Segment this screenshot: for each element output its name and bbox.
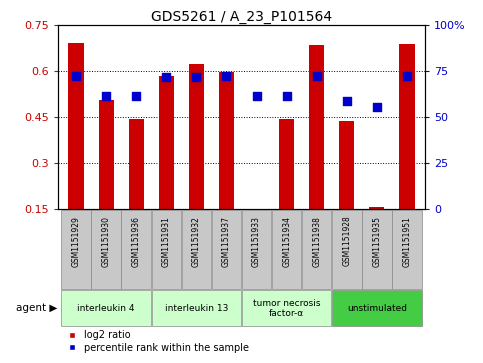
Bar	[69, 42, 84, 209]
Text: GSM1151929: GSM1151929	[71, 216, 81, 266]
FancyBboxPatch shape	[91, 210, 121, 289]
Point	[132, 93, 140, 99]
FancyBboxPatch shape	[332, 210, 362, 289]
FancyBboxPatch shape	[61, 290, 151, 326]
Text: tumor necrosis
factor-α: tumor necrosis factor-α	[253, 299, 320, 318]
Point	[283, 93, 290, 99]
Point	[72, 73, 80, 79]
Bar	[399, 44, 414, 209]
FancyBboxPatch shape	[302, 210, 331, 289]
Text: interleukin 13: interleukin 13	[165, 304, 228, 313]
Bar	[369, 207, 384, 209]
Text: GSM1151933: GSM1151933	[252, 216, 261, 267]
Bar	[219, 72, 234, 209]
FancyBboxPatch shape	[362, 210, 392, 289]
Text: GSM1151938: GSM1151938	[312, 216, 321, 266]
Text: GSM1151932: GSM1151932	[192, 216, 201, 266]
Bar	[159, 76, 174, 209]
Text: interleukin 4: interleukin 4	[77, 304, 135, 313]
Text: unstimulated: unstimulated	[347, 304, 407, 313]
Point	[223, 73, 230, 79]
Text: agent ▶: agent ▶	[15, 303, 57, 313]
Point	[162, 74, 170, 80]
Text: GSM1151930: GSM1151930	[101, 216, 111, 267]
Bar	[279, 119, 294, 209]
Bar	[339, 121, 355, 209]
Point	[373, 104, 381, 110]
Point	[102, 93, 110, 99]
Text: GSM1151928: GSM1151928	[342, 216, 351, 266]
Text: GSM1151934: GSM1151934	[282, 216, 291, 267]
Text: GSM1151951: GSM1151951	[402, 216, 412, 266]
Text: GSM1151937: GSM1151937	[222, 216, 231, 267]
Point	[343, 98, 351, 104]
FancyBboxPatch shape	[182, 210, 211, 289]
FancyBboxPatch shape	[152, 210, 181, 289]
FancyBboxPatch shape	[272, 210, 301, 289]
Point	[193, 74, 200, 80]
Bar	[128, 119, 144, 209]
Text: GSM1151936: GSM1151936	[132, 216, 141, 267]
Bar	[309, 45, 324, 209]
FancyBboxPatch shape	[242, 210, 271, 289]
FancyBboxPatch shape	[332, 290, 422, 326]
FancyBboxPatch shape	[392, 210, 422, 289]
Text: GSM1151935: GSM1151935	[372, 216, 382, 267]
FancyBboxPatch shape	[212, 210, 241, 289]
Point	[313, 73, 321, 79]
FancyBboxPatch shape	[61, 210, 91, 289]
Title: GDS5261 / A_23_P101564: GDS5261 / A_23_P101564	[151, 11, 332, 24]
FancyBboxPatch shape	[242, 290, 331, 326]
Legend: log2 ratio, percentile rank within the sample: log2 ratio, percentile rank within the s…	[63, 326, 253, 357]
Point	[253, 93, 260, 99]
Bar	[189, 64, 204, 209]
Point	[403, 73, 411, 79]
Bar	[99, 100, 114, 209]
FancyBboxPatch shape	[121, 210, 151, 289]
Text: GSM1151931: GSM1151931	[162, 216, 171, 266]
FancyBboxPatch shape	[152, 290, 241, 326]
